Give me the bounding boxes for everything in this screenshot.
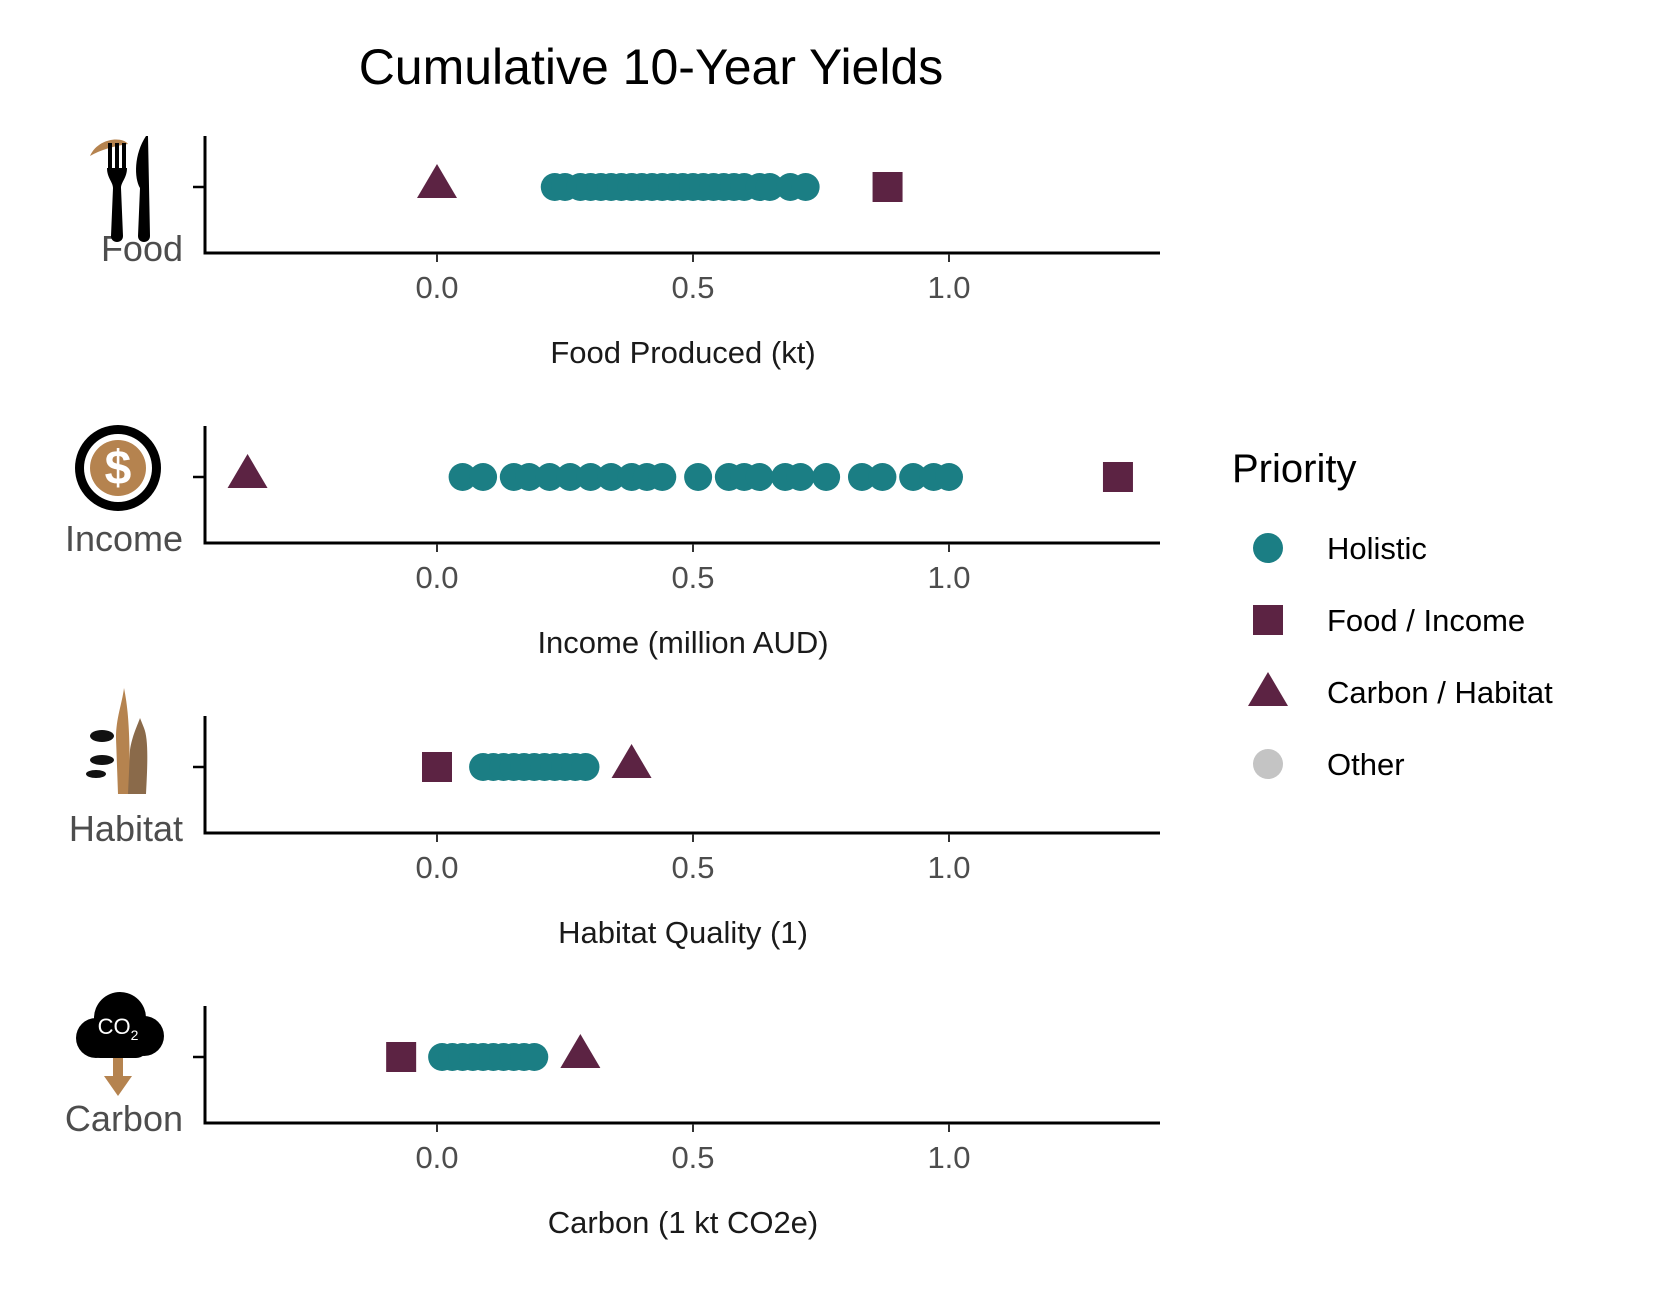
fork-knife-icon xyxy=(90,136,150,242)
point-holistic xyxy=(899,463,928,491)
point-holistic xyxy=(745,463,774,491)
dollar-coin-icon: $ xyxy=(75,425,161,511)
y-axis-label: Carbon xyxy=(65,1098,183,1139)
point-holistic xyxy=(786,463,815,491)
x-tick-label: 0.5 xyxy=(671,850,714,885)
x-tick-label: 1.0 xyxy=(927,850,970,885)
x-axis-label: Income (million AUD) xyxy=(537,625,828,660)
y-axis-label: Income xyxy=(65,518,183,559)
point-food-income xyxy=(872,172,903,202)
point-holistic xyxy=(448,463,477,491)
x-axis-label: Food Produced (kt) xyxy=(550,335,815,370)
point-holistic xyxy=(556,463,585,491)
legend-entry-carbon_habitat: Carbon / Habitat xyxy=(1248,672,1553,710)
point-food-income xyxy=(1102,462,1133,492)
svg-text:$: $ xyxy=(105,442,132,495)
point-holistic xyxy=(684,463,713,491)
x-tick-label: 0.5 xyxy=(671,1140,714,1175)
legend-entry-food_income: Food / Income xyxy=(1253,603,1525,638)
x-tick-label: 1.0 xyxy=(927,270,970,305)
point-holistic xyxy=(469,463,498,491)
legend-label: Food / Income xyxy=(1327,603,1525,638)
point-holistic xyxy=(812,463,841,491)
wildlife-habitat-icon xyxy=(86,688,148,794)
x-axis-label: Habitat Quality (1) xyxy=(558,915,808,950)
y-axis-label: Habitat xyxy=(69,808,183,849)
co2-cloud-icon: CO2 xyxy=(76,992,164,1096)
legend-key xyxy=(1248,672,1288,706)
legend-title: Priority xyxy=(1232,447,1356,491)
point-holistic xyxy=(520,1043,549,1071)
x-tick-label: 0.0 xyxy=(415,850,458,885)
point-holistic xyxy=(868,463,897,491)
point-holistic xyxy=(515,463,544,491)
legend-label: Carbon / Habitat xyxy=(1327,675,1553,710)
point-holistic xyxy=(535,463,564,491)
x-tick-label: 0.5 xyxy=(671,270,714,305)
x-axis-label: Carbon (1 kt CO2e) xyxy=(548,1205,819,1240)
point-holistic xyxy=(791,173,820,201)
panel-carbon: 0.0 0.5 1.0 Carbon (1 kt CO2e) Carbon CO2 xyxy=(65,992,1160,1240)
point-holistic xyxy=(755,173,784,201)
point-holistic xyxy=(847,463,876,491)
legend-entry-other: Other xyxy=(1253,747,1405,782)
point-carbon-habitat xyxy=(611,744,652,778)
x-tick-label: 0.0 xyxy=(415,1140,458,1175)
x-tick-label: 0.5 xyxy=(671,560,714,595)
x-tick-label: 1.0 xyxy=(927,560,970,595)
legend-entry-holistic: Holistic xyxy=(1253,531,1427,566)
point-holistic xyxy=(576,463,605,491)
x-tick-label: 0.0 xyxy=(415,560,458,595)
panel-income: 0.0 0.5 1.0 Income (million AUD) Income $ xyxy=(65,425,1160,660)
x-tick-label: 0.0 xyxy=(415,270,458,305)
chart-title: Cumulative 10-Year Yields xyxy=(359,39,944,95)
point-holistic xyxy=(571,753,600,781)
point-carbon-habitat xyxy=(227,454,268,488)
point-holistic xyxy=(935,463,963,491)
legend: Priority Holistic Food / Income Carbon / Ha… xyxy=(1232,447,1553,782)
point-carbon-habitat xyxy=(417,164,457,198)
svg-text:CO2: CO2 xyxy=(98,1014,139,1043)
point-food-income xyxy=(422,752,452,782)
legend-key xyxy=(1253,533,1283,563)
legend-label: Other xyxy=(1327,747,1405,782)
panel-habitat: 0.0 0.5 1.0 Habitat Quality (1) Habitat xyxy=(69,688,1160,950)
legend-label: Holistic xyxy=(1327,531,1427,566)
point-holistic xyxy=(597,463,626,491)
point-food-income xyxy=(386,1042,417,1072)
x-tick-label: 1.0 xyxy=(927,1140,970,1175)
point-holistic xyxy=(648,463,677,491)
point-carbon-habitat xyxy=(560,1034,601,1068)
legend-key xyxy=(1253,605,1283,635)
legend-key xyxy=(1253,749,1283,779)
